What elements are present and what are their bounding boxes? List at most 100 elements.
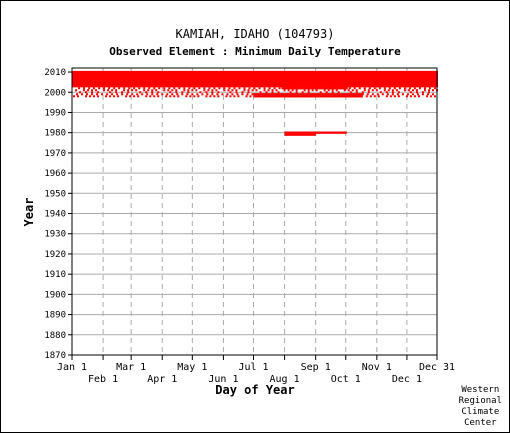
- data-segment: [72, 83, 439, 86]
- data-point: [417, 95, 420, 98]
- data-point: [309, 95, 312, 98]
- data-point: [348, 87, 351, 90]
- data-point: [418, 87, 421, 90]
- data-point: [385, 95, 388, 98]
- data-point: [401, 93, 404, 96]
- data-point: [389, 95, 392, 98]
- data-point: [143, 87, 146, 90]
- data-point: [237, 95, 240, 98]
- data-segment: [72, 78, 439, 82]
- x-tick-label: Jun 1: [208, 374, 238, 385]
- data-point: [403, 87, 406, 90]
- data-point: [343, 89, 346, 92]
- data-point: [298, 87, 301, 90]
- data-point: [128, 87, 131, 90]
- data-point: [286, 93, 289, 96]
- data-point: [117, 95, 120, 98]
- data-point: [113, 87, 116, 90]
- data-point: [185, 95, 188, 98]
- x-tick-label: Oct 1: [331, 374, 361, 385]
- data-point: [217, 91, 220, 94]
- data-point: [335, 89, 338, 92]
- data-point: [127, 91, 130, 94]
- data-point: [433, 87, 436, 90]
- credit-block: Western Regional Climate Center: [459, 385, 502, 429]
- data-point: [147, 89, 150, 92]
- data-point: [353, 87, 356, 90]
- data-point: [248, 87, 251, 90]
- data-point: [291, 89, 294, 92]
- data-point: [375, 89, 378, 92]
- data-point: [79, 91, 82, 94]
- data-point: [406, 93, 409, 96]
- data-point: [187, 89, 190, 92]
- data-point: [115, 89, 118, 92]
- data-point: [315, 89, 318, 92]
- data-point: [287, 89, 290, 92]
- data-point: [351, 93, 354, 96]
- data-point: [415, 91, 418, 94]
- data-point: [431, 93, 434, 96]
- data-point: [361, 91, 364, 94]
- data-point: [235, 89, 238, 92]
- data-point: [131, 89, 134, 92]
- data-point: [313, 95, 316, 98]
- data-point: [411, 93, 414, 96]
- data-point: [398, 87, 401, 90]
- data-point: [256, 93, 259, 96]
- data-point: [198, 87, 201, 90]
- data-point: [191, 89, 194, 92]
- y-tick-label: 1880: [44, 331, 66, 341]
- data-point: [221, 93, 224, 96]
- data-point: [83, 87, 86, 90]
- data-point: [196, 93, 199, 96]
- data-point: [341, 93, 344, 96]
- data-point: [397, 91, 400, 94]
- data-point: [173, 87, 176, 90]
- data-point: [205, 95, 208, 98]
- data-point: [115, 91, 118, 94]
- data-point: [349, 91, 352, 94]
- data-point: [278, 87, 281, 90]
- data-point: [308, 87, 311, 90]
- data-point: [139, 91, 142, 94]
- data-point: [97, 95, 100, 98]
- data-point: [156, 93, 159, 96]
- data-point: [178, 87, 181, 90]
- data-point: [293, 87, 296, 90]
- data-point: [295, 89, 298, 92]
- data-point: [146, 93, 149, 96]
- data-point: [235, 91, 238, 94]
- x-tick-label: Nov 1: [362, 362, 392, 373]
- data-point: [273, 87, 276, 90]
- data-point: [133, 87, 136, 90]
- data-point: [379, 91, 382, 94]
- y-tick-label: 1950: [44, 189, 66, 199]
- data-point: [323, 89, 326, 92]
- data-point: [205, 91, 208, 94]
- data-point: [261, 93, 264, 96]
- data-point: [409, 91, 412, 94]
- data-point: [149, 95, 152, 98]
- data-point: [181, 93, 184, 96]
- data-point: [325, 95, 328, 98]
- data-point: [376, 93, 379, 96]
- y-tick-label: 1870: [44, 351, 66, 361]
- data-point: [98, 87, 101, 90]
- y-tick-label: 1920: [44, 250, 66, 260]
- data-point: [138, 87, 141, 90]
- data-point: [158, 87, 161, 90]
- data-point: [313, 87, 316, 90]
- data-point: [85, 91, 88, 94]
- data-point: [357, 95, 360, 98]
- data-point: [336, 93, 339, 96]
- data-point: [327, 89, 330, 92]
- data-point: [355, 89, 358, 92]
- data-point: [365, 95, 368, 98]
- data-point: [333, 95, 336, 98]
- data-segment: [72, 74, 439, 78]
- data-point: [96, 93, 99, 96]
- data-point: [433, 95, 436, 98]
- data-point: [329, 95, 332, 98]
